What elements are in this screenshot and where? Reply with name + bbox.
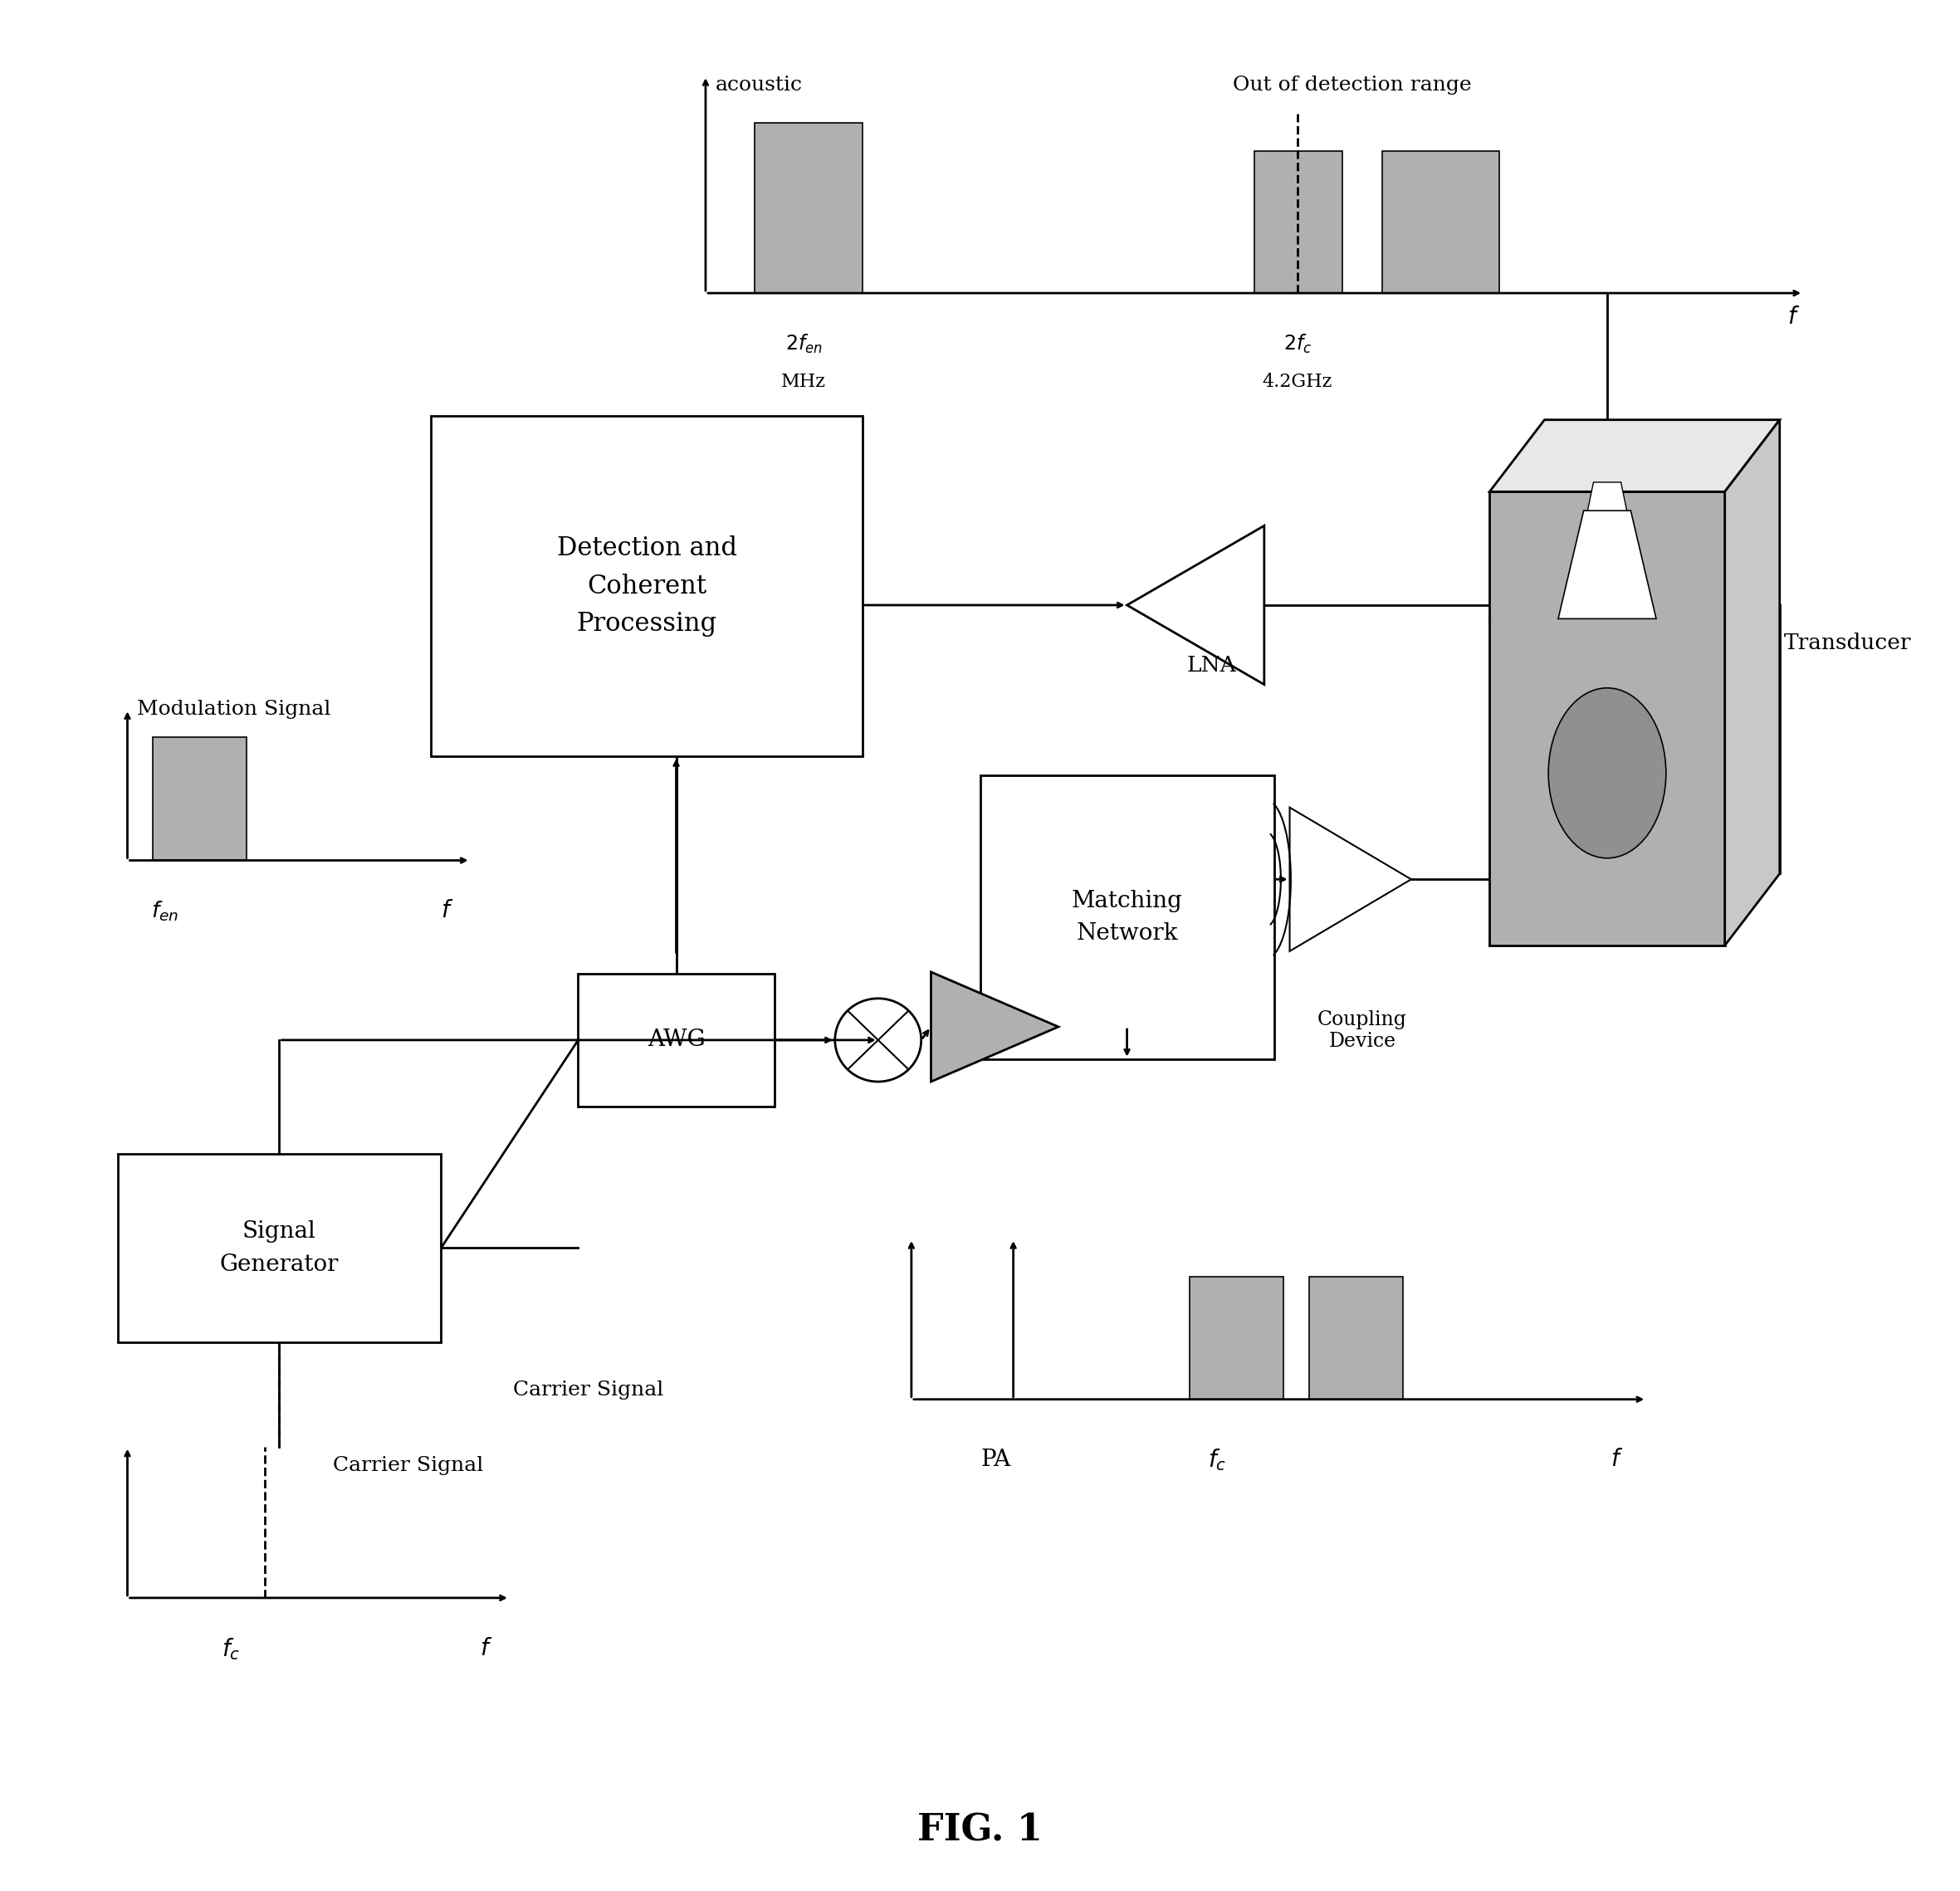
Bar [1254,151,1343,293]
Polygon shape [1290,807,1411,951]
FancyBboxPatch shape [118,1154,441,1343]
Text: acoustic: acoustic [715,76,802,95]
FancyBboxPatch shape [431,416,862,756]
Text: $f_{en}$: $f_{en}$ [151,900,178,923]
Text: LNA: LNA [1186,656,1237,675]
Text: $f$: $f$ [1788,306,1799,329]
Polygon shape [1127,526,1264,685]
Polygon shape [1588,482,1627,511]
Text: $f_c$: $f_c$ [221,1636,241,1662]
FancyBboxPatch shape [578,974,774,1106]
Bar [1309,1276,1403,1399]
Text: $f$: $f$ [480,1638,492,1660]
Text: Signal
Generator: Signal Generator [220,1220,339,1276]
Text: Detection and
Coherent
Processing: Detection and Coherent Processing [557,535,737,637]
Polygon shape [1490,420,1780,492]
Ellipse shape [1548,688,1666,859]
Bar [1190,1276,1284,1399]
Polygon shape [931,972,1058,1082]
Text: FIG. 1: FIG. 1 [917,1813,1043,1848]
Polygon shape [1558,511,1656,618]
Text: Carrier Signal: Carrier Signal [514,1380,662,1399]
Text: Carrier Signal: Carrier Signal [333,1456,484,1475]
Text: Coupling
Device: Coupling Device [1317,1010,1407,1051]
Text: Transducer: Transducer [1784,633,1911,652]
Polygon shape [1725,420,1780,946]
Circle shape [835,998,921,1082]
Bar [1382,151,1499,293]
Text: Matching
Network: Matching Network [1072,889,1182,946]
Bar [755,123,862,293]
Text: AWG: AWG [647,1029,706,1051]
Text: $f$: $f$ [1611,1449,1623,1471]
Text: $f$: $f$ [441,900,453,923]
Text: PA: PA [980,1449,1011,1471]
Text: $2f_{en}$: $2f_{en}$ [784,333,823,356]
Bar [153,737,247,860]
Text: 4.2GHz: 4.2GHz [1262,373,1333,391]
Text: $2f_c$: $2f_c$ [1284,333,1311,356]
Bar [1490,492,1725,946]
FancyBboxPatch shape [980,775,1274,1059]
Text: MHz: MHz [782,373,825,391]
Text: $f_c$: $f_c$ [1207,1447,1227,1473]
Text: Out of detection range: Out of detection range [1233,76,1472,95]
Text: Modulation Signal: Modulation Signal [137,700,331,719]
